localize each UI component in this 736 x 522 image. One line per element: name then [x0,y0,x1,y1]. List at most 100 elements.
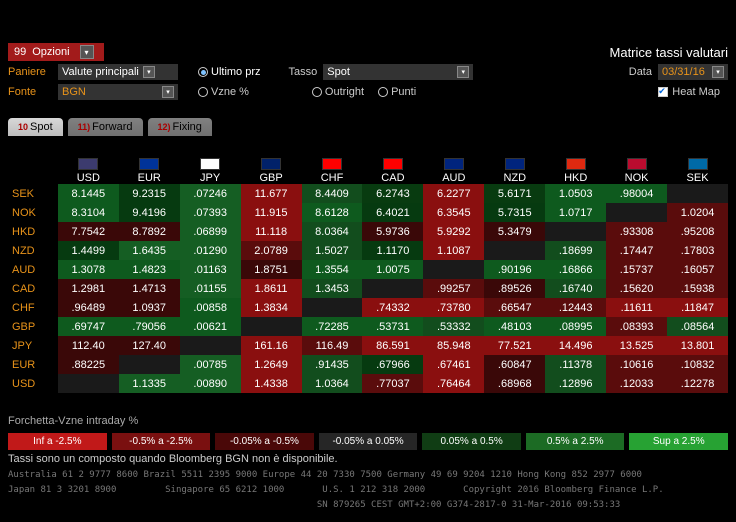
fonte-label: Fonte [8,86,52,98]
legend-cell: -0.05% a -0.5% [215,433,314,450]
matrix-cell: 1.2981 [58,279,119,298]
matrix-cell: 1.8751 [241,260,302,279]
matrix-cell: .53731 [362,317,423,336]
matrix-cell [241,317,302,336]
matrix-cell: 8.4409 [302,184,363,203]
vzne-radio[interactable]: Vzne % [198,86,249,98]
checkbox-icon [658,87,668,97]
matrix-cell: .06899 [180,222,241,241]
outright-radio[interactable]: Outright [312,86,364,98]
matrix-cell: 1.3453 [302,279,363,298]
matrix-cell: .00890 [180,374,241,393]
matrix-cell: 1.3078 [58,260,119,279]
fonte-select[interactable]: BGN ▾ [58,84,178,100]
row-header: SEK [8,184,58,203]
footer-line: Australia 61 2 9777 8600 Brazil 5511 239… [0,468,736,483]
legend-cell: Sup a 2.5% [629,433,728,450]
ultimo-prz-radio[interactable]: Ultimo prz [198,66,261,78]
matrix-cell: 11.118 [241,222,302,241]
chevron-down-icon: ▾ [162,86,174,98]
matrix-cell [180,336,241,355]
matrix-cell: .77037 [362,374,423,393]
matrix-cell: 8.7892 [119,222,180,241]
matrix-cell: 5.9736 [362,222,423,241]
paniere-select[interactable]: Valute principali ▾ [58,64,178,80]
matrix-cell: .10832 [667,355,728,374]
matrix-cell: .08393 [606,317,667,336]
matrix-cell: .16866 [545,260,606,279]
matrix-cell: 8.0364 [302,222,363,241]
legend-cell: 0.5% a 2.5% [526,433,625,450]
matrix-cell: .07246 [180,184,241,203]
row-header: JPY [8,336,58,355]
tab-forward[interactable]: 11)Forward [68,118,143,136]
matrix-cell [484,241,545,260]
tab-fixing[interactable]: 12)Fixing [148,118,212,136]
matrix-cell: .88225 [58,355,119,374]
matrix-cell: 13.801 [667,336,728,355]
matrix-cell: .18699 [545,241,606,260]
col-header: HKD [545,140,606,184]
matrix-cell: 1.4713 [119,279,180,298]
matrix-cell: 14.496 [545,336,606,355]
matrix-cell: 1.0364 [302,374,363,393]
matrix-cell: .76464 [423,374,484,393]
matrix-cell: 8.3104 [58,203,119,222]
punti-radio[interactable]: Punti [378,86,416,98]
matrix-cell: .66547 [484,298,545,317]
tasso-select[interactable]: Spot ▾ [323,64,473,80]
row-header: CHF [8,298,58,317]
matrix-cell: 7.7542 [58,222,119,241]
matrix-cell: 1.2649 [241,355,302,374]
matrix-cell [119,355,180,374]
matrix-cell: 1.4823 [119,260,180,279]
matrix-cell: 1.8611 [241,279,302,298]
matrix-cell: .00858 [180,298,241,317]
col-header: SEK [667,140,728,184]
row-header: GBP [8,317,58,336]
matrix-cell: .08995 [545,317,606,336]
matrix-cell: 127.40 [119,336,180,355]
matrix-cell: 5.6171 [484,184,545,203]
matrix-cell: .01155 [180,279,241,298]
matrix-cell: 5.3479 [484,222,545,241]
matrix-cell: .90196 [484,260,545,279]
matrix-cell [423,260,484,279]
matrix-cell: 6.2743 [362,184,423,203]
matrix-cell: 9.4196 [119,203,180,222]
radio-icon [198,67,208,77]
tab-spot[interactable]: 10Spot [8,118,63,136]
col-header: NOK [606,140,667,184]
matrix-cell: 1.6435 [119,241,180,260]
matrix-cell [606,203,667,222]
matrix-cell: 9.2315 [119,184,180,203]
matrix-cell: .11847 [667,298,728,317]
matrix-cell: .17447 [606,241,667,260]
matrix-cell: .15737 [606,260,667,279]
legend-cell: -0.05% a 0.05% [319,433,418,450]
row-header: EUR [8,355,58,374]
matrix-cell: 1.0204 [667,203,728,222]
radio-icon [378,87,388,97]
row-header: AUD [8,260,58,279]
col-header: EUR [119,140,180,184]
matrix-cell: .11378 [545,355,606,374]
matrix-cell: .16057 [667,260,728,279]
matrix-cell: .48103 [484,317,545,336]
heatmap-checkbox[interactable]: Heat Map [658,86,720,98]
matrix-cell: .96489 [58,298,119,317]
matrix-cell: .73780 [423,298,484,317]
matrix-cell: .53332 [423,317,484,336]
matrix-cell: 161.16 [241,336,302,355]
row-header: NOK [8,203,58,222]
row-header: USD [8,374,58,393]
matrix-cell: .12033 [606,374,667,393]
legend-cell: 0.05% a 0.5% [422,433,521,450]
matrix-cell: .16740 [545,279,606,298]
matrix-cell: .72285 [302,317,363,336]
info-message: Tassi sono un composto quando Bloomberg … [0,450,736,468]
opzioni-menu[interactable]: 99 Opzioni ▾ [8,43,104,61]
col-header: JPY [180,140,241,184]
date-input[interactable]: 03/31/16 ▾ [658,64,728,80]
matrix-cell: .99257 [423,279,484,298]
